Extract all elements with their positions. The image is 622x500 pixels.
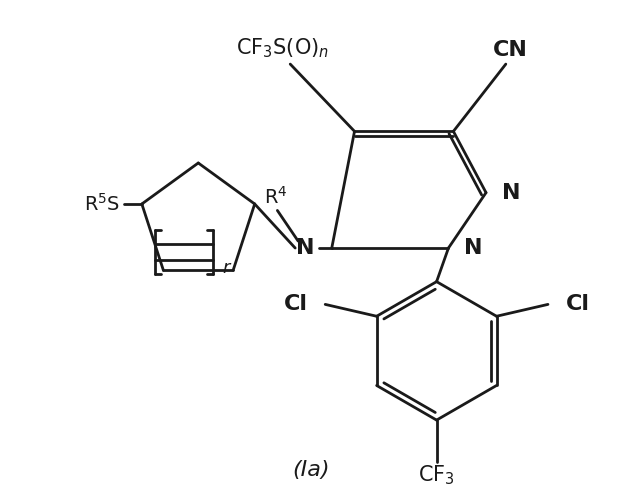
Text: Cl: Cl — [284, 294, 307, 314]
Text: CF$_3$: CF$_3$ — [418, 464, 455, 487]
Text: N: N — [296, 238, 314, 258]
Text: R$^5$S: R$^5$S — [84, 193, 120, 215]
Text: R$^4$: R$^4$ — [264, 186, 287, 208]
Text: (Ia): (Ia) — [292, 460, 330, 479]
Text: CN: CN — [493, 40, 528, 60]
Text: N: N — [502, 182, 521, 203]
Text: CF$_3$S(O)$_n$: CF$_3$S(O)$_n$ — [236, 36, 329, 60]
Text: r: r — [223, 259, 230, 277]
Text: Cl: Cl — [566, 294, 590, 314]
Text: N: N — [464, 238, 483, 258]
